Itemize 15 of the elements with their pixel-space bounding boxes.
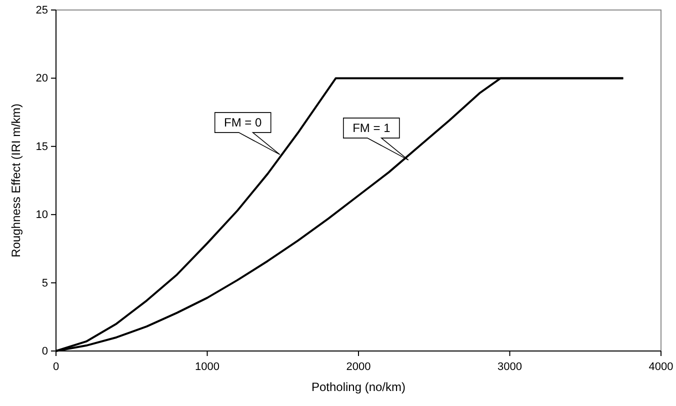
annotation: FM = 0: [224, 116, 262, 130]
x-tick-label: 0: [52, 361, 60, 373]
x-tick-label: 1000: [195, 361, 220, 373]
y-tick-label: 5: [42, 277, 48, 290]
x-tick-label: 2000: [346, 361, 371, 373]
x-tick-label: 4000: [648, 361, 674, 373]
y-axis-title: Roughness Effect (IRI m/km): [9, 104, 23, 258]
x-axis-title: Potholing (no/km): [311, 380, 406, 394]
y-tick-label: 20: [36, 72, 48, 85]
y-tick-label: 10: [36, 209, 48, 222]
x-tick-label: 3000: [498, 361, 522, 373]
y-tick-label: 25: [36, 4, 48, 17]
annotation: FM = 1: [352, 121, 391, 136]
y-tick-label: 0: [42, 346, 48, 358]
y-tick-label: 15: [36, 140, 48, 153]
